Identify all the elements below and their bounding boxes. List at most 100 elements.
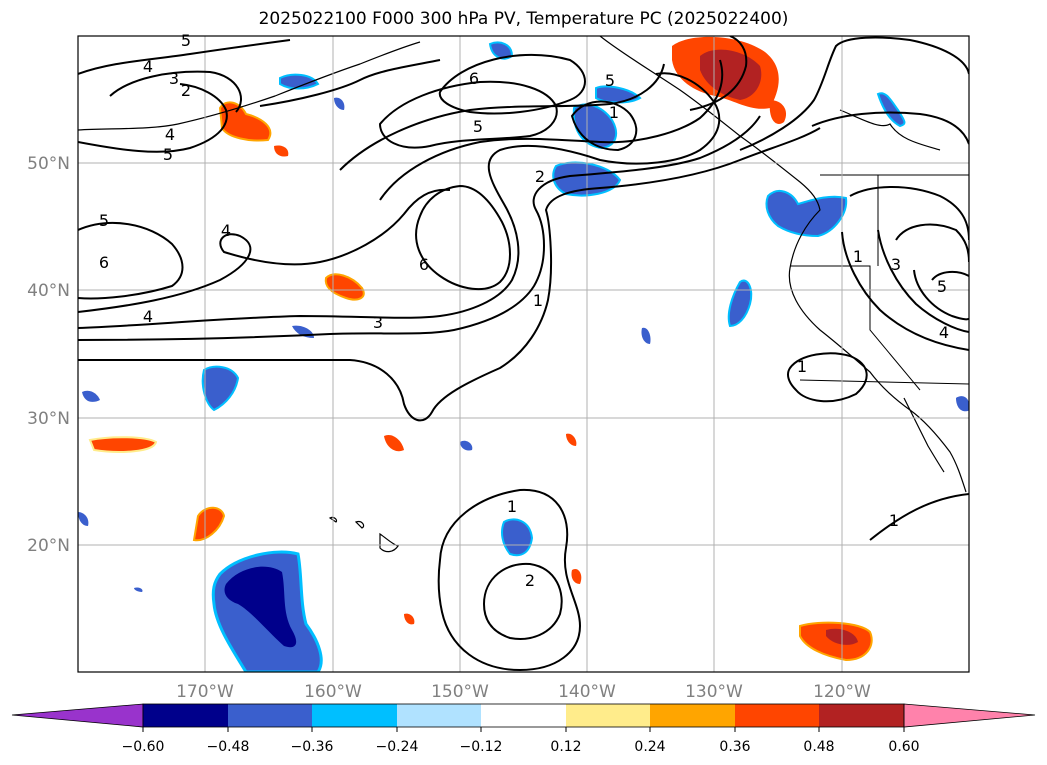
aleutian-coast	[78, 41, 421, 131]
contour-line	[78, 221, 184, 300]
lat-label: 50°N	[27, 154, 70, 174]
contour-label: 3	[891, 255, 901, 274]
warm-region	[384, 434, 404, 452]
colorbar-segment	[735, 704, 819, 727]
cold-region	[279, 73, 320, 90]
colorbar-segment	[650, 704, 735, 727]
colorbar-tick-label: 0.24	[634, 739, 665, 755]
cold-region	[78, 512, 89, 526]
contour-line	[78, 72, 721, 329]
contour-label: 2	[535, 167, 545, 186]
warm-region	[566, 433, 577, 446]
colorbar-segment	[312, 704, 397, 727]
colorbar-under-arrow	[11, 703, 144, 728]
contour-line	[913, 269, 969, 321]
cold-region	[334, 97, 345, 110]
baja-coast	[903, 397, 945, 473]
contour-label: 3	[169, 69, 179, 88]
lon-axis-labels: 170°W 160°W 150°W 140°W 130°W 120°W	[176, 682, 871, 702]
contour-label: 5	[99, 211, 109, 230]
contour-label: 1	[797, 357, 807, 376]
contour-line	[109, 70, 242, 113]
contour-label: 6	[469, 69, 479, 88]
map-title: 2025022100 F000 300 hPa PV, Temperature …	[258, 9, 789, 29]
warm-region	[88, 436, 158, 453]
hawaii-coast	[328, 516, 338, 523]
contour-line	[689, 36, 748, 111]
contour-label: 6	[419, 255, 429, 274]
contour-label: 4	[143, 307, 153, 326]
contour-line	[877, 229, 969, 333]
coastlines	[78, 36, 967, 553]
colorbar-segment	[397, 704, 481, 727]
contour-line	[570, 100, 638, 152]
colorbar-tick-label: 0.12	[550, 739, 581, 755]
colorbar-tick-label: 0.48	[803, 739, 834, 755]
lat-label: 20°N	[27, 536, 70, 556]
colorbar-tick-label: −0.12	[460, 739, 503, 755]
cold-region	[956, 396, 969, 412]
lat-label: 40°N	[27, 281, 70, 301]
colorbar-tick-label: 0.36	[719, 739, 750, 755]
lon-label: 170°W	[176, 682, 234, 702]
lon-label: 130°W	[685, 682, 743, 702]
cold-region	[460, 440, 473, 451]
contour-line	[339, 63, 665, 171]
contour-label: 3	[373, 313, 383, 332]
cold-region	[134, 587, 143, 592]
contour-line	[437, 488, 582, 672]
contour-label: 1	[889, 511, 899, 530]
contour-line	[841, 231, 969, 351]
lon-label: 150°W	[431, 682, 489, 702]
colorbar-tick-label: 0.60	[888, 739, 919, 755]
contour-label: 2	[525, 571, 535, 590]
colorbar-tick-label: −0.36	[291, 739, 334, 755]
canada-coast	[839, 109, 941, 151]
hawaii-coast	[354, 521, 365, 529]
contour-label: 6	[99, 253, 109, 272]
colorbar-tick-label: −0.24	[376, 739, 419, 755]
contour-line	[739, 36, 969, 151]
colorbar-segment	[819, 704, 904, 727]
contour-line	[931, 270, 969, 281]
contour-line	[869, 493, 969, 541]
contour-line	[259, 59, 441, 107]
contour-label: 1	[533, 291, 543, 310]
warm-region	[769, 100, 787, 124]
contour-label: 4	[939, 323, 949, 342]
warm-region	[404, 613, 415, 625]
contour-label: 5	[937, 277, 947, 296]
warm-region	[192, 506, 226, 542]
cold-region	[595, 85, 642, 104]
contour-label: 5	[473, 117, 483, 136]
colorbar-over-arrow	[903, 703, 1036, 728]
contour-line	[78, 188, 451, 313]
north-america-coast	[599, 36, 967, 493]
colorbar-segment	[481, 704, 566, 727]
contour-line	[415, 184, 511, 291]
contour-label: 1	[609, 103, 619, 122]
contour-label: 1	[507, 497, 517, 516]
contour-line	[78, 115, 761, 341]
cold-region	[201, 365, 240, 412]
contour-line	[78, 127, 821, 422]
contour-labels: 5 4 3 2 4 5 6 5 2 5 4 6 4 6 3 1 5 1 3 5 …	[99, 31, 949, 590]
contour-line	[78, 39, 291, 75]
hawaii-coast	[379, 532, 399, 553]
lon-label: 160°W	[304, 682, 362, 702]
cold-core-region	[224, 566, 297, 648]
contour-label: 2	[181, 81, 191, 100]
colorbar-segment	[143, 704, 228, 727]
contour-line	[378, 80, 558, 149]
lat-label: 30°N	[27, 409, 70, 429]
cold-region	[727, 279, 753, 328]
contour-line	[787, 352, 868, 403]
map-frame	[77, 35, 970, 673]
temperature-shading	[78, 36, 969, 672]
contour-label: 5	[605, 71, 615, 90]
colorbar-segment	[566, 704, 650, 727]
cold-region	[876, 92, 906, 128]
warm-region	[218, 101, 272, 142]
contour-line	[379, 59, 724, 201]
